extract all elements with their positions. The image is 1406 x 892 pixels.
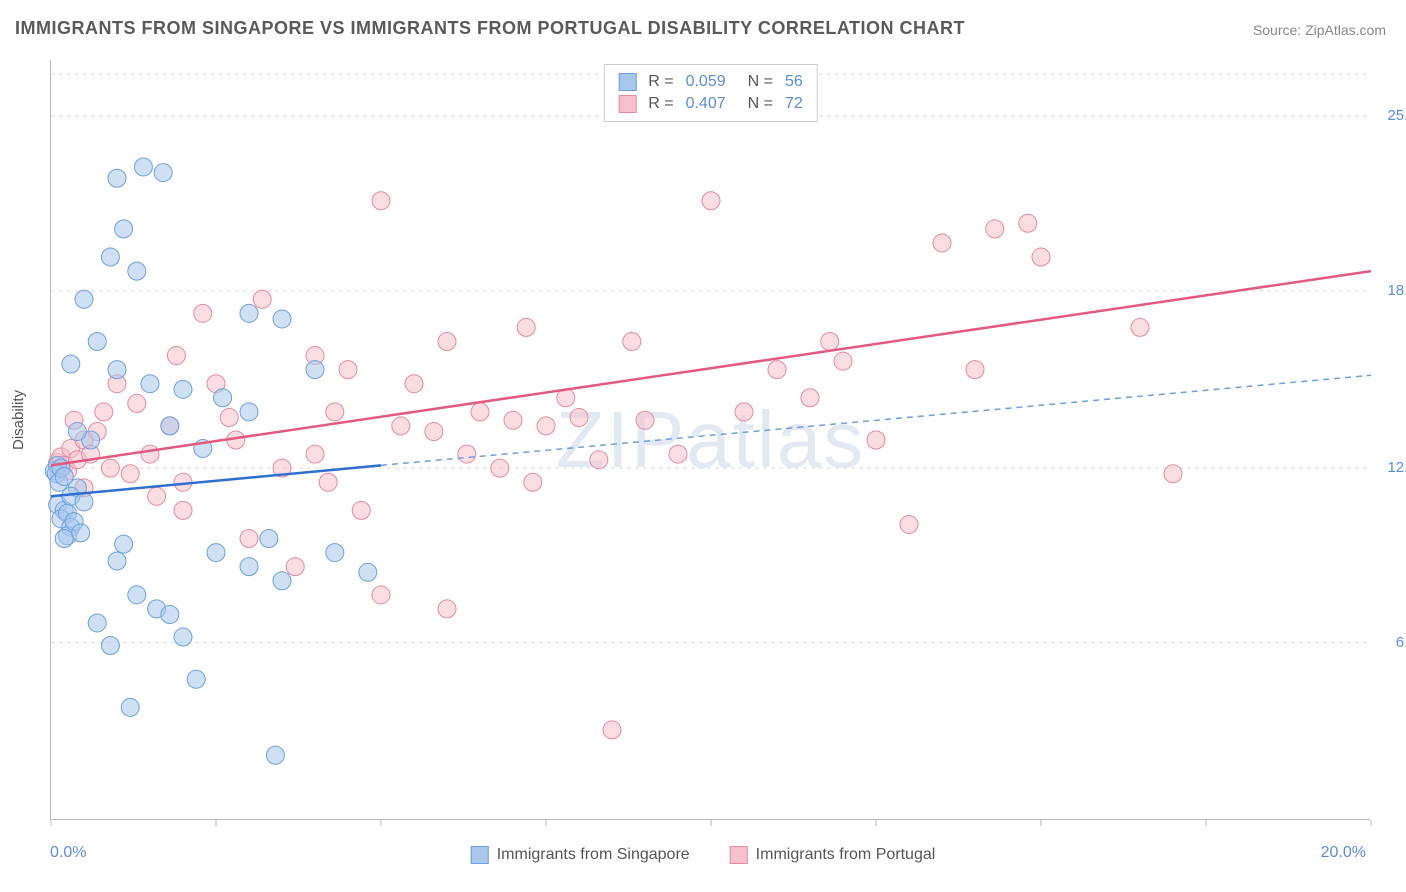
source-prefix: Source: (1253, 22, 1305, 38)
chart-container: IMMIGRANTS FROM SINGAPORE VS IMMIGRANTS … (0, 0, 1406, 892)
n-label: N = (748, 95, 773, 113)
legend-item-b: Immigrants from Portugal (730, 846, 936, 864)
chart-title: IMMIGRANTS FROM SINGAPORE VS IMMIGRANTS … (15, 18, 965, 39)
y-axis-label: Disability (10, 390, 27, 450)
stats-legend-box: R = 0.059 N = 56 R = 0.407 N = 72 (603, 64, 818, 122)
x-axis-min-label: 0.0% (50, 844, 86, 862)
legend-swatch-a (471, 846, 489, 864)
scatter-series-b (49, 192, 1182, 739)
plot-area: ZIPatlas 6.3%12.5%18.8%25.0% R = 0.059 N… (50, 60, 1370, 820)
swatch-series-a (618, 73, 636, 91)
y-tick-label: 18.8% (1387, 282, 1406, 299)
x-ticks-group (51, 820, 1371, 826)
r-label: R = (648, 73, 673, 91)
r-value-b: 0.407 (686, 95, 726, 113)
legend-label-a: Immigrants from Singapore (497, 846, 690, 864)
y-tick-label: 25.0% (1387, 107, 1406, 124)
r-label: R = (648, 95, 673, 113)
stats-row-a: R = 0.059 N = 56 (618, 71, 803, 93)
source-name: ZipAtlas.com (1305, 22, 1386, 38)
y-tick-label: 12.5% (1387, 459, 1406, 476)
legend-label-b: Immigrants from Portugal (756, 846, 936, 864)
n-label: N = (748, 73, 773, 91)
y-tick-label: 6.3% (1396, 634, 1406, 651)
chart-svg (51, 60, 1370, 819)
swatch-series-b (618, 95, 636, 113)
legend-item-a: Immigrants from Singapore (471, 846, 690, 864)
n-value-a: 56 (785, 73, 803, 91)
source-attribution: Source: ZipAtlas.com (1253, 22, 1386, 38)
x-axis-max-label: 20.0% (1321, 844, 1366, 862)
r-value-a: 0.059 (686, 73, 726, 91)
legend-swatch-b (730, 846, 748, 864)
stats-row-b: R = 0.407 N = 72 (618, 93, 803, 115)
n-value-b: 72 (785, 95, 803, 113)
legend-bottom: Immigrants from Singapore Immigrants fro… (471, 846, 936, 864)
